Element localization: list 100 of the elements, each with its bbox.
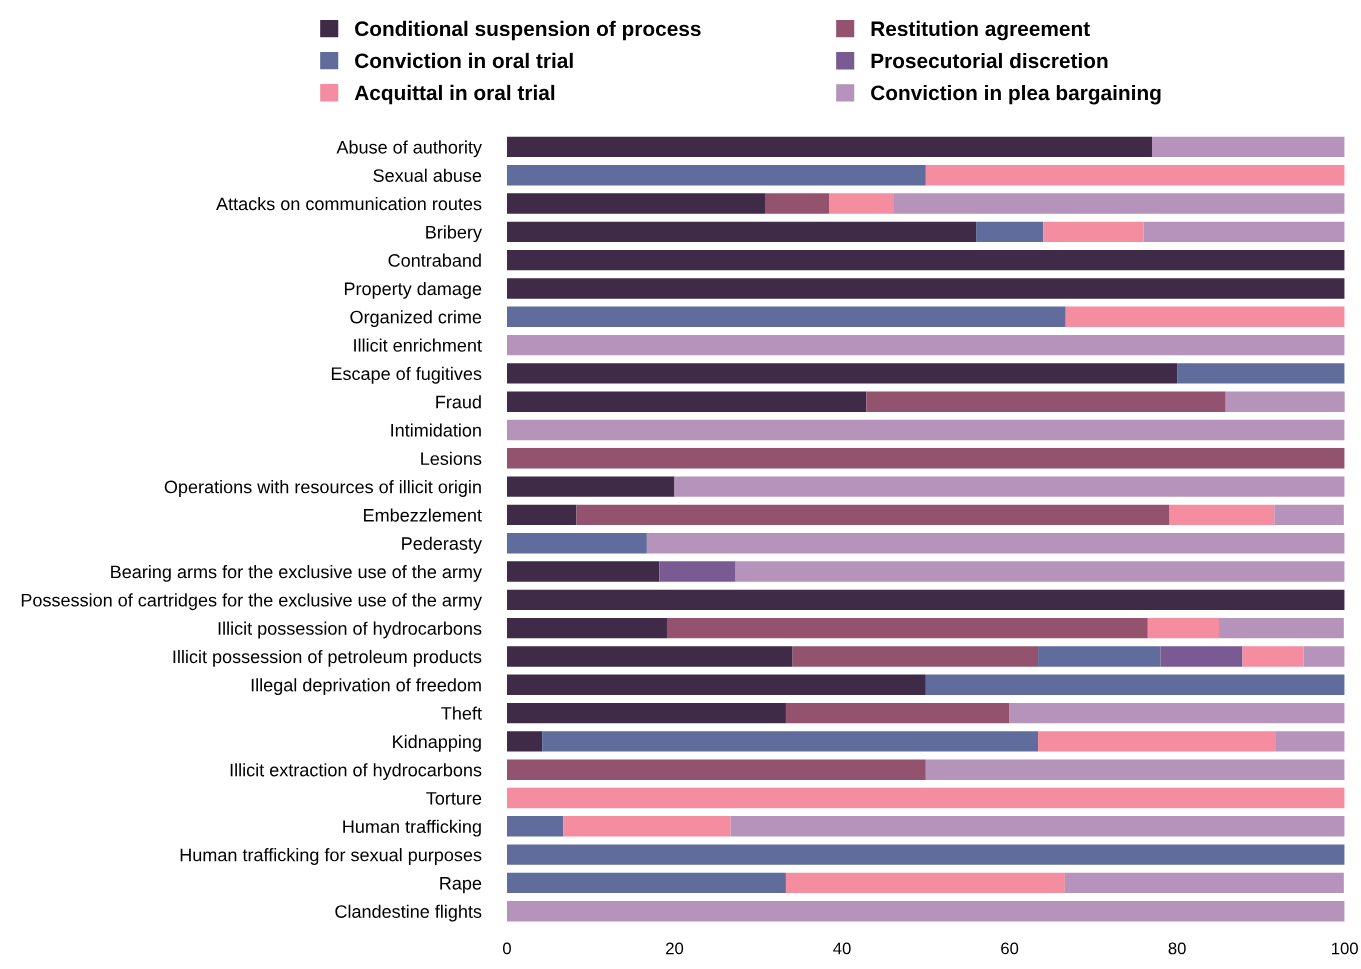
bar xyxy=(1009,702,1345,724)
y-tick-label: Escape of fugitives xyxy=(331,366,482,384)
y-tick-label: Illegal deprivation of freedom xyxy=(251,678,481,696)
bar xyxy=(506,617,667,639)
bar xyxy=(506,504,577,526)
bar xyxy=(646,533,1345,554)
bar xyxy=(1043,221,1144,243)
bar xyxy=(1242,646,1304,667)
x-tick-label: 40 xyxy=(833,942,851,955)
bar xyxy=(506,165,926,186)
y-tick-label: Illicit extraction of hydrocarbons xyxy=(230,763,482,780)
bar xyxy=(829,193,894,214)
y-tick-label: Clandestine flights xyxy=(335,904,482,922)
bar xyxy=(506,561,660,582)
bar xyxy=(1143,221,1345,243)
bar xyxy=(576,504,1170,526)
bar xyxy=(1160,646,1243,667)
bar xyxy=(976,221,1044,243)
bar xyxy=(1147,617,1220,639)
y-tick-label: Illicit enrichment xyxy=(354,338,482,352)
bar xyxy=(506,674,926,695)
y-tick-label: Rape xyxy=(440,877,482,894)
bar xyxy=(659,561,736,582)
x-tick-label: 0 xyxy=(502,942,511,955)
bar xyxy=(1038,731,1276,752)
y-tick-label: Illicit possession of hydrocarbons xyxy=(218,621,482,639)
bar xyxy=(506,278,1345,299)
y-tick-label: Kidnapping xyxy=(393,734,481,752)
bar xyxy=(506,816,564,837)
y-tick-label: Fraud xyxy=(436,395,481,409)
bar xyxy=(730,816,1345,837)
y-tick-label: Bearing arms for the exclusive use of the army xyxy=(111,564,482,582)
x-tick-label: 100 xyxy=(1332,942,1358,955)
y-tick-label: Contraband xyxy=(388,253,481,267)
bar xyxy=(506,872,786,894)
y-tick-label: Torture xyxy=(426,792,482,805)
y-tick-label: Human trafficking xyxy=(343,819,481,837)
bar xyxy=(542,731,1039,752)
y-tick-label: Possession of cartridges for the exclusive use of the army xyxy=(21,593,482,611)
bar xyxy=(506,844,1345,865)
bar xyxy=(506,533,647,554)
bar xyxy=(1169,504,1275,526)
y-tick-label: Abuse of authority xyxy=(336,140,482,158)
bar xyxy=(1038,646,1161,667)
legend-label: Prosecutorial discretion xyxy=(871,52,1108,69)
y-tick-label: Theft xyxy=(441,706,482,720)
y-tick-label: Embezzlement xyxy=(364,508,482,522)
bar xyxy=(785,702,1010,724)
bar xyxy=(735,561,1345,582)
x-tick-label: 60 xyxy=(1001,942,1019,955)
bar xyxy=(506,702,786,724)
legend-label: Conviction in plea bargaining xyxy=(871,84,1161,105)
legend-label: Conviction in oral trial xyxy=(355,52,573,69)
bar xyxy=(785,872,1065,894)
y-tick-label: Lesions xyxy=(421,451,482,466)
y-tick-label: Human trafficking for sexual purposes xyxy=(180,848,482,865)
bar xyxy=(506,589,1345,611)
bar xyxy=(506,731,543,752)
bar xyxy=(506,193,765,214)
bar xyxy=(925,759,1345,780)
y-tick-label: Sexual abuse xyxy=(373,168,482,182)
bar xyxy=(893,193,1345,214)
bar xyxy=(1225,391,1345,412)
y-tick-label: Pederasty xyxy=(402,536,482,554)
y-tick-label: Bribery xyxy=(426,225,482,243)
bar xyxy=(1219,617,1344,639)
y-tick-label: Organized crime xyxy=(350,310,482,328)
bar xyxy=(764,193,830,214)
bar xyxy=(1274,504,1344,526)
y-tick-label: Intimidation xyxy=(391,423,481,437)
y-tick-label: Attacks on communication routes xyxy=(216,196,482,211)
bar xyxy=(925,165,1345,186)
bar xyxy=(506,787,1345,809)
bar xyxy=(506,419,1345,441)
bar xyxy=(506,448,1345,469)
bar xyxy=(792,646,1039,667)
bar xyxy=(506,759,926,780)
bar xyxy=(925,674,1345,695)
y-tick-label: Operations with resources of illicit origin xyxy=(164,480,481,497)
bar xyxy=(1275,731,1345,752)
bar xyxy=(666,617,1148,639)
bar xyxy=(506,334,1345,356)
legend-label: Acquittal in oral trial xyxy=(354,84,555,105)
y-tick-label: Illicit possession of petroleum products xyxy=(173,649,482,667)
bar xyxy=(506,306,1066,327)
bar xyxy=(1303,646,1345,667)
x-tick-label: 80 xyxy=(1168,942,1186,955)
bar xyxy=(674,476,1345,497)
bar xyxy=(506,391,867,412)
bar xyxy=(506,363,1178,384)
bar xyxy=(506,136,1152,158)
legend-label: Restitution agreement xyxy=(871,20,1090,41)
bar xyxy=(1065,306,1345,327)
bar xyxy=(506,646,793,667)
y-tick-label: Property damage xyxy=(344,281,482,299)
bar xyxy=(506,901,1345,922)
x-tick-label: 20 xyxy=(666,942,684,955)
bar xyxy=(506,221,977,243)
bar xyxy=(866,391,1226,412)
bar xyxy=(506,249,1345,271)
